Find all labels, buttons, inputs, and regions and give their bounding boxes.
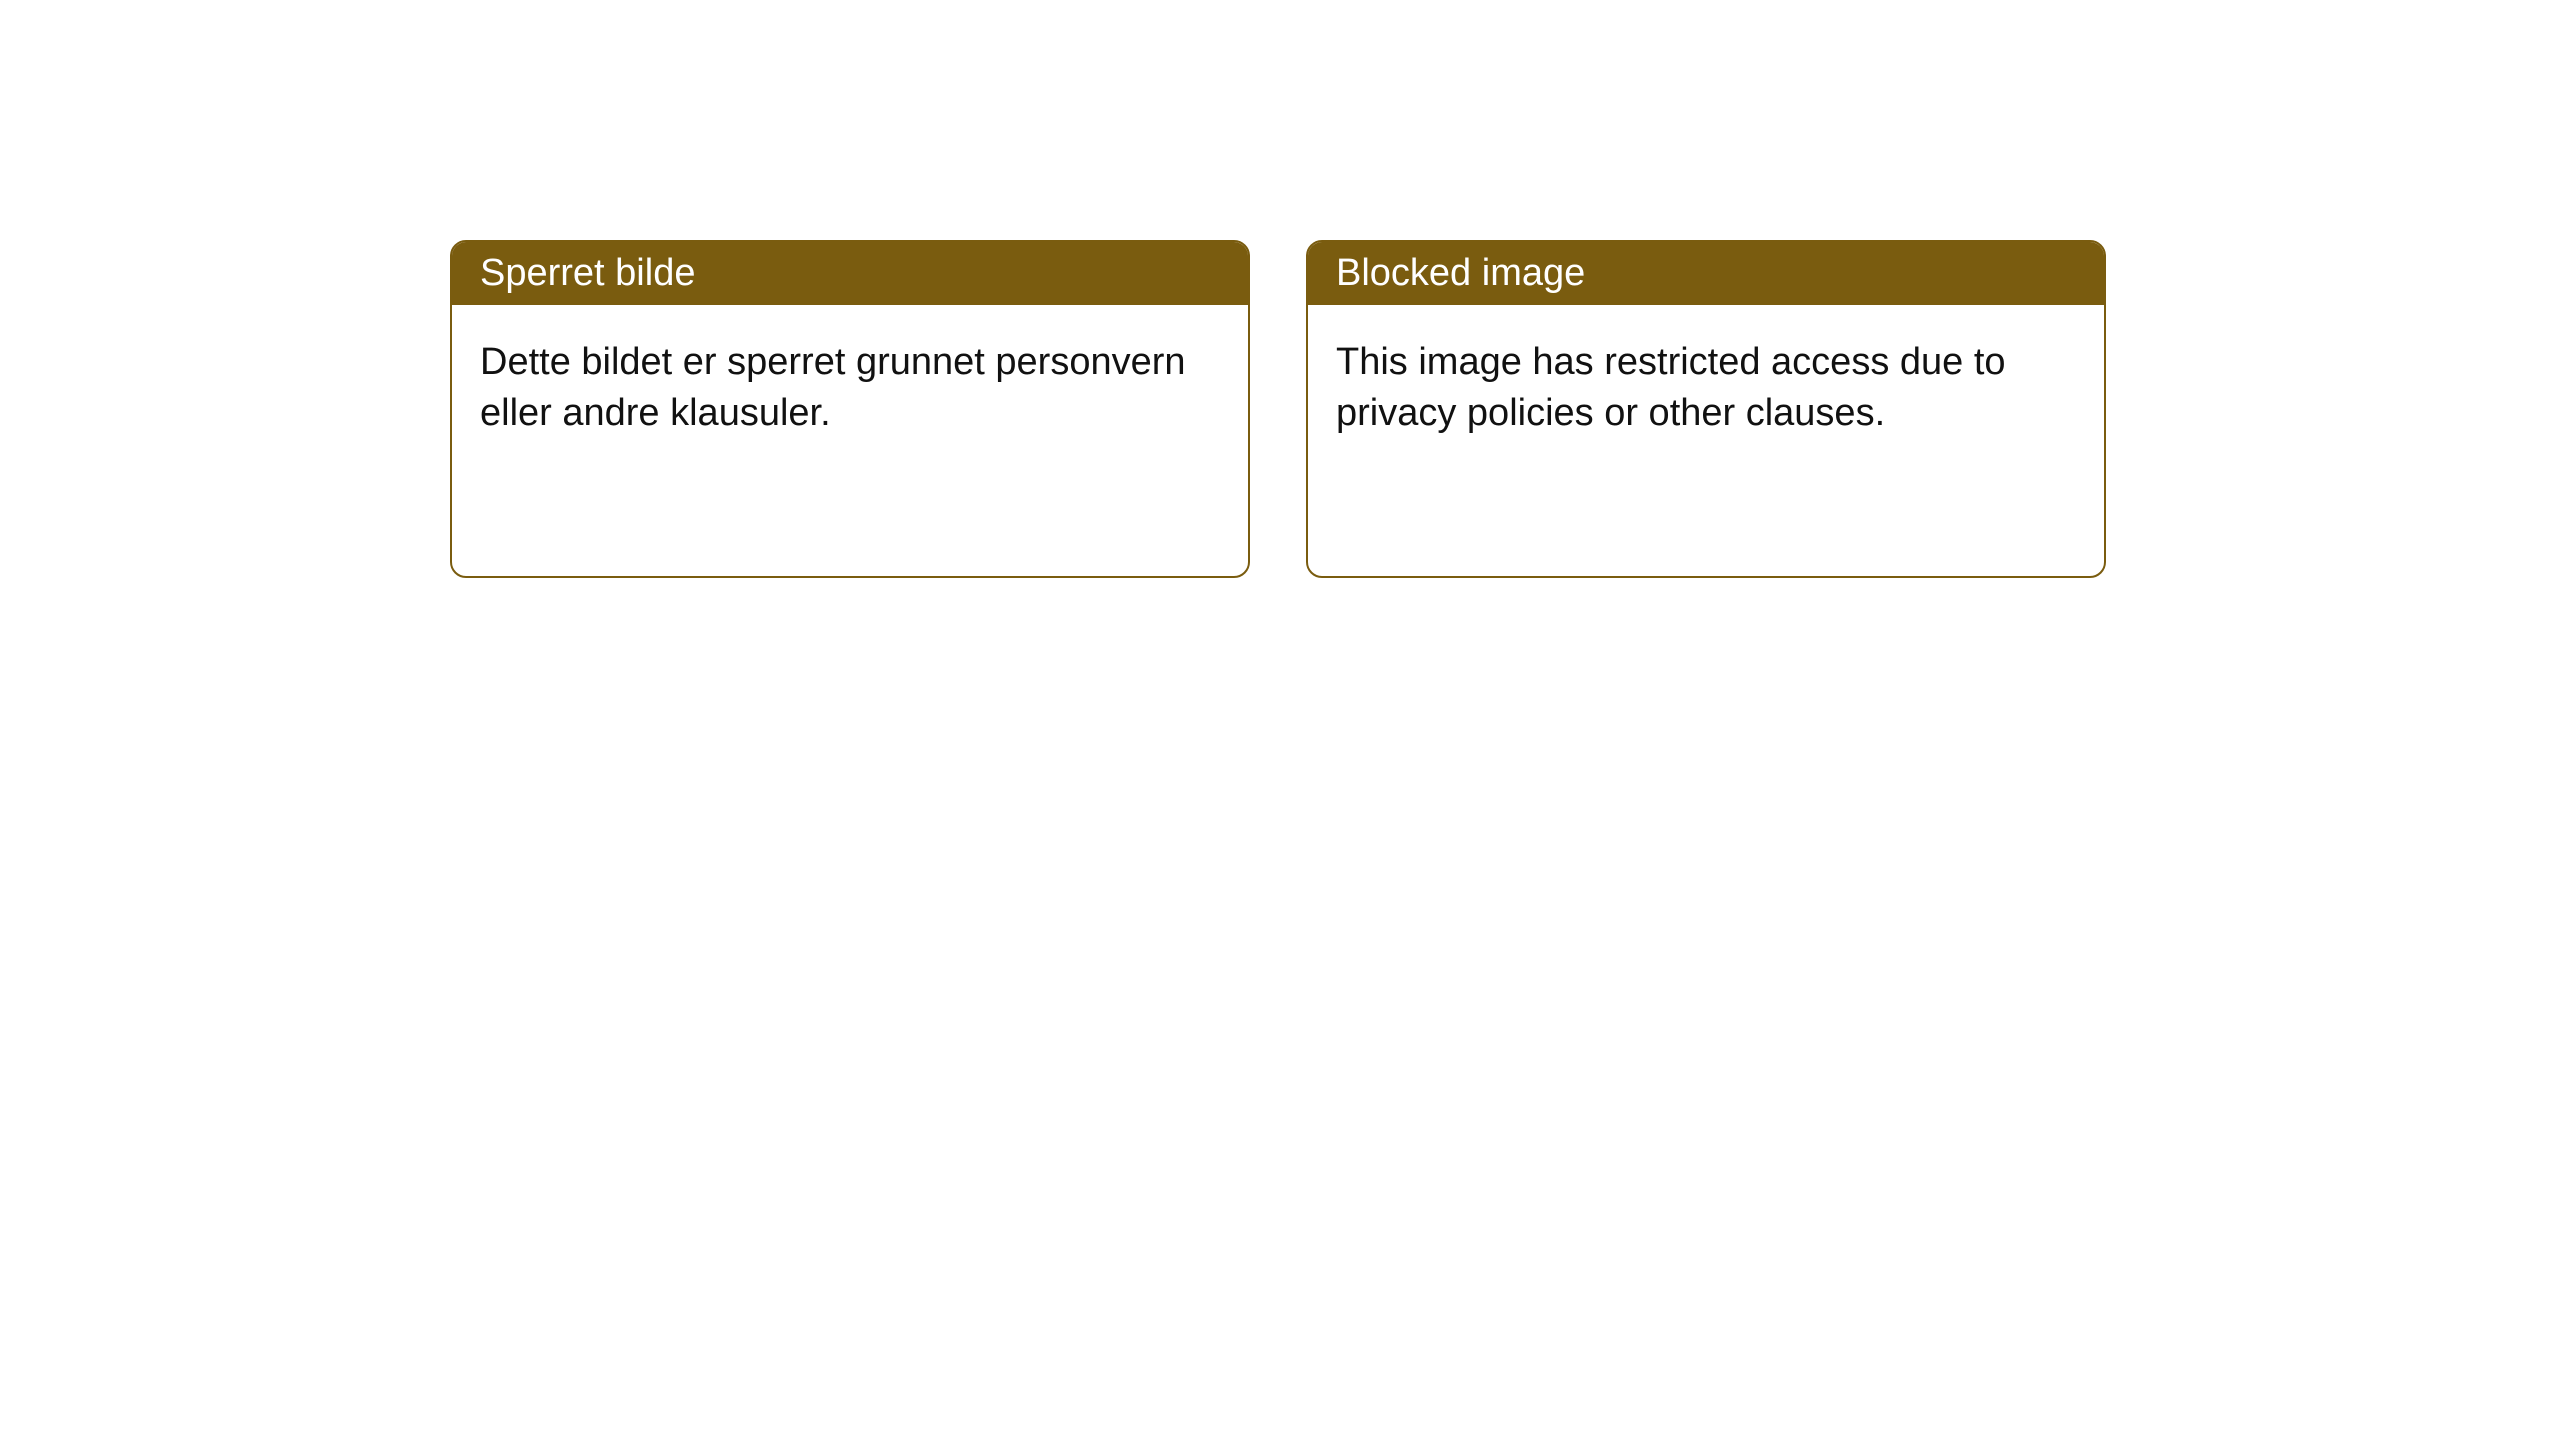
notice-card-en: Blocked image This image has restricted … — [1306, 240, 2106, 578]
notice-card-no: Sperret bilde Dette bildet er sperret gr… — [450, 240, 1250, 578]
notice-body-no: Dette bildet er sperret grunnet personve… — [452, 305, 1248, 472]
notice-header-no: Sperret bilde — [452, 242, 1248, 305]
notice-container: Sperret bilde Dette bildet er sperret gr… — [0, 0, 2560, 578]
notice-header-en: Blocked image — [1308, 242, 2104, 305]
notice-body-en: This image has restricted access due to … — [1308, 305, 2104, 472]
